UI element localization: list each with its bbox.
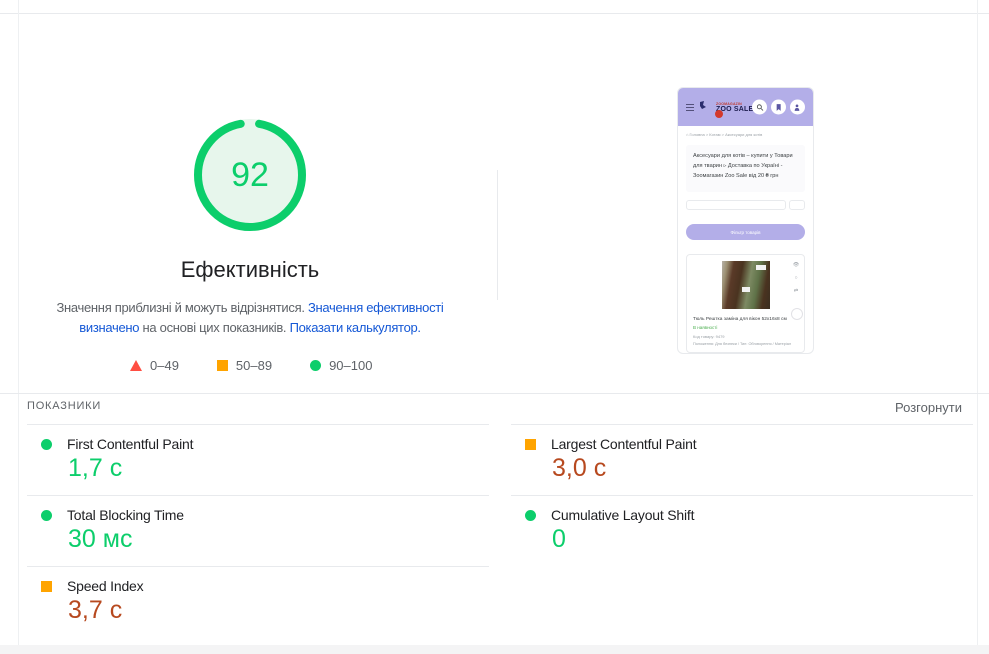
svg-text:92: 92 [231, 156, 269, 194]
